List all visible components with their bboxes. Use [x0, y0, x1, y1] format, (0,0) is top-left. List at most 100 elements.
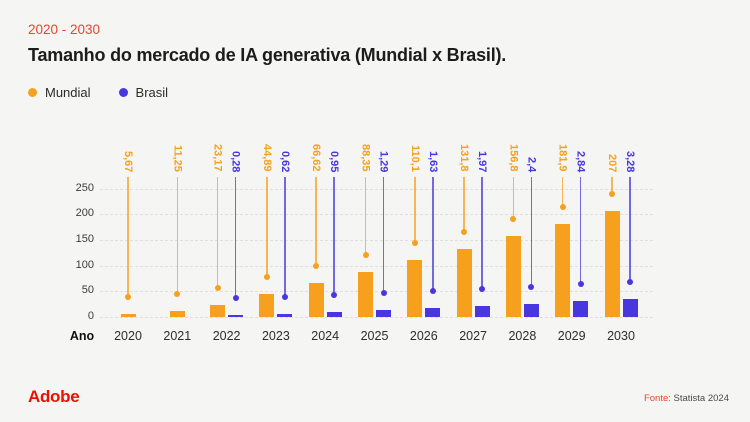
- bar-mundial-2028: [505, 236, 521, 317]
- gridline-100: [100, 265, 653, 267]
- y-tick-label-200: 200: [75, 207, 94, 220]
- bar-mundial-2029: [555, 223, 571, 317]
- year-label-2022: 2022: [212, 329, 241, 343]
- bar-mundial-2022: [210, 305, 226, 317]
- y-tick-label-0: 0: [87, 310, 94, 322]
- year-label-2030: 2030: [607, 329, 635, 343]
- legend-label-brasil: Brasil: [135, 85, 169, 100]
- dot-mundial-2024: [313, 262, 320, 269]
- leader-line-mundial-2021: [176, 177, 179, 295]
- dot-mundial-2025: [362, 251, 369, 258]
- leader-line-brasil-2025: [382, 177, 385, 293]
- y-tick-label-250: 250: [75, 181, 94, 194]
- leader-line-mundial-2029: [561, 177, 564, 207]
- value-label-mundial-2028: 156,8: [507, 144, 520, 172]
- dot-brasil-2028: [528, 283, 535, 290]
- bar-mundial-2027: [456, 249, 472, 317]
- year-label-2028: 2028: [508, 329, 537, 343]
- y-tick-label-50: 50: [81, 284, 94, 297]
- bar-brasil-2027: [474, 306, 490, 317]
- bar-mundial-2025: [358, 271, 373, 317]
- bar-brasil-2028: [523, 303, 539, 317]
- dot-brasil-2024: [331, 291, 338, 298]
- source-text: Statista 2024: [673, 393, 729, 404]
- dot-mundial-2029: [559, 203, 566, 210]
- y-tick-label-150: 150: [75, 232, 94, 245]
- gridline-50: [100, 291, 653, 293]
- dot-brasil-2030: [627, 278, 633, 285]
- value-label-mundial-2026: 110,1: [408, 145, 421, 172]
- bar-mundial-2023: [259, 293, 275, 317]
- leader-line-brasil-2030: [629, 177, 631, 282]
- value-label-mundial-2023: 44,89: [260, 144, 273, 172]
- leader-line-brasil-2024: [333, 177, 335, 295]
- mundial-circle-icon: [28, 88, 37, 97]
- legend-label-mundial: Mundial: [45, 85, 91, 100]
- source-prefix: Fonte:: [643, 393, 671, 404]
- dot-brasil-2025: [380, 289, 387, 296]
- leader-line-mundial-2023: [266, 177, 268, 277]
- brasil-circle-icon: [118, 88, 128, 97]
- y-tick-label-100: 100: [75, 258, 94, 271]
- date-range-label: 2020 - 2030: [28, 22, 101, 37]
- year-label-2029: 2029: [557, 329, 586, 343]
- value-label-brasil-2026: 1,63: [426, 150, 439, 172]
- value-label-brasil-2030: 3,28: [624, 150, 636, 172]
- bar-mundial-2021: [169, 311, 185, 317]
- value-label-brasil-2024: 0,95: [328, 150, 341, 172]
- year-label-2027: 2027: [459, 329, 487, 343]
- bar-mundial-2020: [120, 314, 136, 317]
- dot-mundial-2023: [263, 273, 270, 280]
- dot-brasil-2027: [479, 286, 486, 293]
- value-label-brasil-2027: 1,97: [476, 150, 489, 172]
- leader-line-mundial-2026: [414, 177, 416, 244]
- year-label-2025: 2025: [360, 329, 389, 343]
- x-axis-title: Ano: [69, 329, 95, 343]
- dot-mundial-2026: [411, 240, 418, 247]
- legend: Mundial Brasil: [28, 85, 168, 100]
- dot-brasil-2022: [232, 295, 239, 302]
- dot-mundial-2027: [461, 229, 468, 236]
- leader-line-brasil-2027: [481, 177, 483, 290]
- value-label-mundial-2029: 181,9: [556, 144, 569, 172]
- adobe-logo: Adobe: [28, 387, 80, 406]
- gridline-250: [100, 188, 653, 190]
- value-label-brasil-2023: 0,62: [278, 150, 291, 172]
- leader-line-brasil-2023: [284, 177, 286, 297]
- bar-brasil-2030: [622, 298, 638, 317]
- leader-line-mundial-2028: [512, 177, 515, 220]
- value-label-brasil-2028: 2,4: [525, 156, 538, 172]
- leader-line-brasil-2028: [530, 177, 533, 287]
- leader-line-brasil-2022: [234, 177, 237, 299]
- bar-mundial-2030: [604, 210, 620, 317]
- value-label-mundial-2030: 207: [606, 153, 618, 172]
- value-label-mundial-2020: 5,67: [122, 150, 134, 172]
- bar-brasil-2024: [326, 311, 342, 317]
- leader-line-mundial-2024: [315, 177, 317, 266]
- legend-item-mundial: Mundial: [28, 85, 91, 100]
- source-note: Fonte: Statista 2024: [644, 393, 729, 404]
- value-label-brasil-2029: 2,84: [574, 150, 587, 172]
- leader-line-brasil-2026: [432, 177, 434, 292]
- dot-mundial-2030: [609, 190, 615, 197]
- leader-line-mundial-2027: [463, 177, 465, 233]
- value-label-brasil-2022: 0,28: [229, 150, 242, 172]
- value-label-mundial-2025: 88,35: [359, 144, 372, 172]
- chart-title: Tamanho do mercado de IA generativa (Mun…: [28, 45, 507, 65]
- value-label-mundial-2022: 23,17: [211, 144, 224, 172]
- year-label-2020: 2020: [114, 329, 142, 343]
- bar-brasil-2025: [376, 309, 391, 317]
- bar-mundial-2026: [407, 260, 423, 317]
- year-label-2023: 2023: [261, 329, 290, 343]
- year-label-2021: 2021: [163, 329, 192, 343]
- year-label-2026: 2026: [409, 329, 438, 343]
- dot-mundial-2028: [510, 216, 517, 223]
- leader-line-mundial-2022: [216, 177, 219, 289]
- dot-brasil-2023: [281, 293, 288, 300]
- legend-item-brasil: Brasil: [118, 85, 169, 100]
- bar-brasil-2026: [425, 308, 441, 317]
- dot-mundial-2021: [174, 291, 181, 298]
- value-label-mundial-2024: 66,62: [310, 144, 323, 172]
